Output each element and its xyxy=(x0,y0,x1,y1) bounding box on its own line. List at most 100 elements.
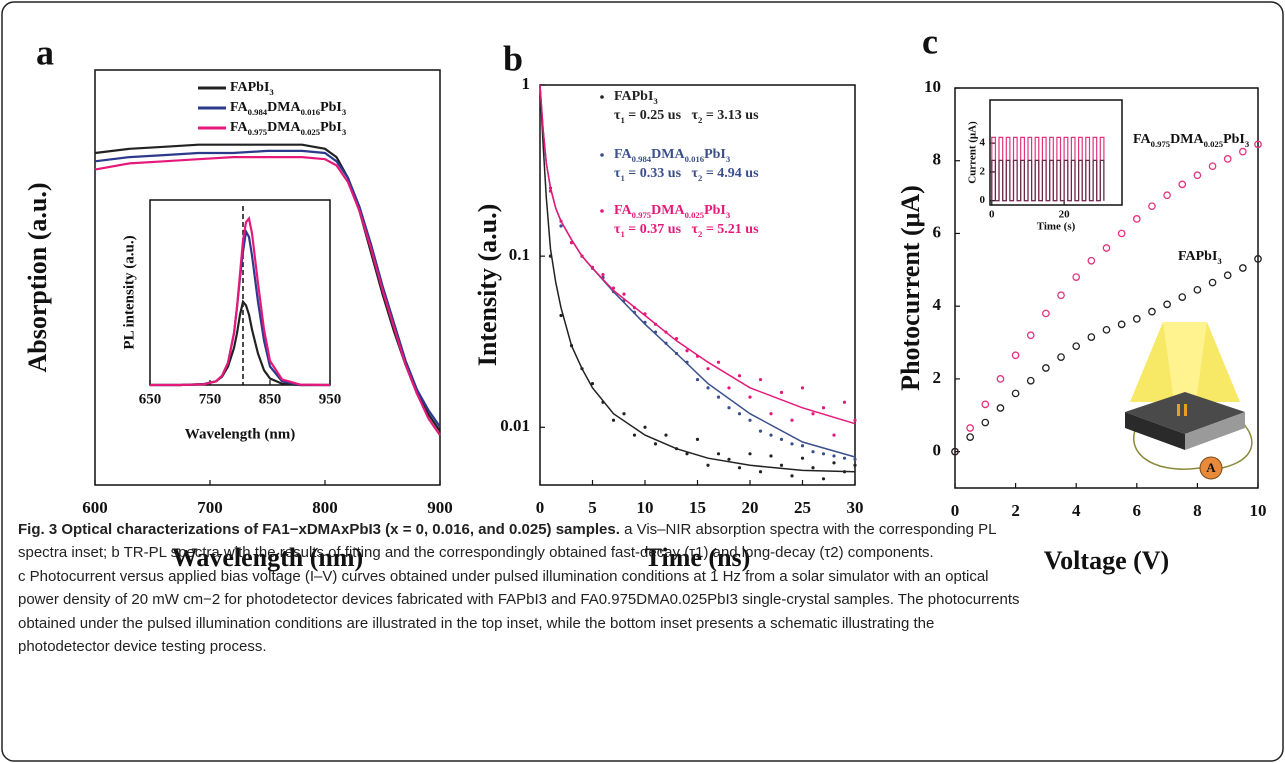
caption-text: a Vis–NIR absorption spectra with the co… xyxy=(619,521,997,538)
chart: 0 5 10 15 20 25 30 0.01 0.1 1 Time (ns) Intensity (… xyxy=(473,38,864,572)
legend-label: FAPbI3 xyxy=(614,89,658,106)
y-tick-label: 4 xyxy=(980,137,986,149)
x-tick-label: 30 xyxy=(847,498,864,517)
ammeter-label: A xyxy=(1206,460,1216,475)
x-tick-label: 950 xyxy=(319,391,342,407)
caption-line: Fig. 3 Optical characterizations of FA1−… xyxy=(18,518,1268,541)
data-point xyxy=(821,406,826,410)
data-point xyxy=(1178,180,1187,189)
data-point xyxy=(611,418,616,422)
caption-line: c Photocurrent versus applied bias volta… xyxy=(18,567,989,585)
data-point xyxy=(1163,191,1171,200)
data-point xyxy=(758,377,763,382)
data-point xyxy=(1011,389,1020,398)
data-point xyxy=(706,367,710,371)
x-tick-label: 25 xyxy=(794,498,811,517)
data-point xyxy=(1117,229,1126,238)
legend-marker xyxy=(600,209,604,213)
data-point xyxy=(966,433,975,441)
x-axis-label: Wavelength (nm) xyxy=(185,426,295,442)
data-point xyxy=(981,400,990,409)
y-tick-label: 0 xyxy=(933,441,942,460)
legend-marker xyxy=(600,95,604,99)
data-point xyxy=(1072,342,1081,351)
data-point xyxy=(769,433,773,437)
data-point xyxy=(769,454,773,458)
data-point xyxy=(981,418,990,427)
data-point xyxy=(966,424,975,432)
data-point xyxy=(727,406,731,410)
data-point xyxy=(790,474,794,478)
data-point xyxy=(832,433,836,437)
panel-label: b xyxy=(503,38,523,78)
x-tick-label: 900 xyxy=(427,498,453,517)
data-point xyxy=(622,412,626,416)
data-point xyxy=(727,457,731,461)
x-tick-label: 0 xyxy=(989,209,995,221)
fit-annotation: τ1 = 0.37 us τ2 = 5.21 us xyxy=(614,222,759,239)
panel-label: c xyxy=(922,21,938,61)
data-point xyxy=(1102,325,1111,334)
data-point xyxy=(1254,140,1262,149)
data-point xyxy=(695,377,700,382)
data-point xyxy=(643,425,647,429)
fit-line xyxy=(539,84,856,425)
caption-line: obtained under the pulsed illumination c… xyxy=(18,614,935,632)
legend-label: FA0.975DMA0.025PbI3 xyxy=(230,120,347,137)
x-tick-label: 650 xyxy=(139,391,162,407)
x-tick-label: 750 xyxy=(199,391,222,407)
curve-label: FAPbI3 xyxy=(1178,249,1222,266)
device-schematic xyxy=(1125,322,1253,480)
data-point xyxy=(790,442,794,446)
data-point xyxy=(832,461,836,465)
fit-line xyxy=(539,84,856,473)
x-axis-label: Voltage (V) xyxy=(1044,546,1169,575)
data-point xyxy=(790,418,794,422)
x-tick-label: 600 xyxy=(82,498,108,517)
x-axis-label: Time (ns) xyxy=(645,543,751,572)
y-axis-label: PL intensity (a.u.) xyxy=(121,235,137,349)
data-point xyxy=(1087,333,1096,341)
data-point xyxy=(842,456,847,460)
data-point xyxy=(1193,285,1202,294)
y-tick-label: 2 xyxy=(980,165,986,177)
legend-label: FA0.975DMA0.025PbI3 xyxy=(614,203,731,220)
data-point xyxy=(716,360,721,364)
data-point xyxy=(695,437,700,441)
data-point xyxy=(737,374,742,378)
data-point xyxy=(685,349,689,353)
y-tick-label: 1 xyxy=(522,74,531,93)
data-point xyxy=(1057,291,1065,300)
x-tick-label: 15 xyxy=(689,498,706,517)
data-point xyxy=(559,224,563,228)
fit-annotation: τ1 = 0.33 us τ2 = 4.94 us xyxy=(614,166,759,183)
x-tick-label: 4 xyxy=(1072,501,1081,520)
data-point xyxy=(1132,215,1141,223)
data-point xyxy=(800,386,805,390)
x-tick-label: 800 xyxy=(312,498,338,517)
plot-frame xyxy=(94,69,441,486)
data-point xyxy=(706,463,710,467)
data-point xyxy=(622,292,626,296)
data-point xyxy=(737,412,742,416)
caption-line: spectra inset; b TR-PL spectra with the … xyxy=(18,544,934,562)
x-tick-label: 10 xyxy=(637,498,654,517)
x-axis-label: Time (s) xyxy=(1037,221,1076,233)
data-point xyxy=(1254,255,1262,263)
x-tick-label: 700 xyxy=(197,498,223,517)
y-tick-label: 2 xyxy=(933,368,942,387)
data-point xyxy=(737,466,742,470)
data-point xyxy=(1057,353,1065,361)
y-tick-label: 10 xyxy=(924,77,941,96)
x-tick-label: 2 xyxy=(1011,501,1020,520)
chart: 0 20 0 2 4 Time (s) Current (μA) xyxy=(967,99,1123,233)
data-point xyxy=(727,386,731,390)
x-tick-label: 20 xyxy=(1059,209,1071,221)
data-point xyxy=(716,395,721,399)
y-tick-label: 0.1 xyxy=(509,245,530,264)
series-line xyxy=(94,156,441,436)
data-point xyxy=(1193,171,1202,180)
data-point xyxy=(1026,331,1035,340)
x-tick-label: 0 xyxy=(536,498,545,517)
